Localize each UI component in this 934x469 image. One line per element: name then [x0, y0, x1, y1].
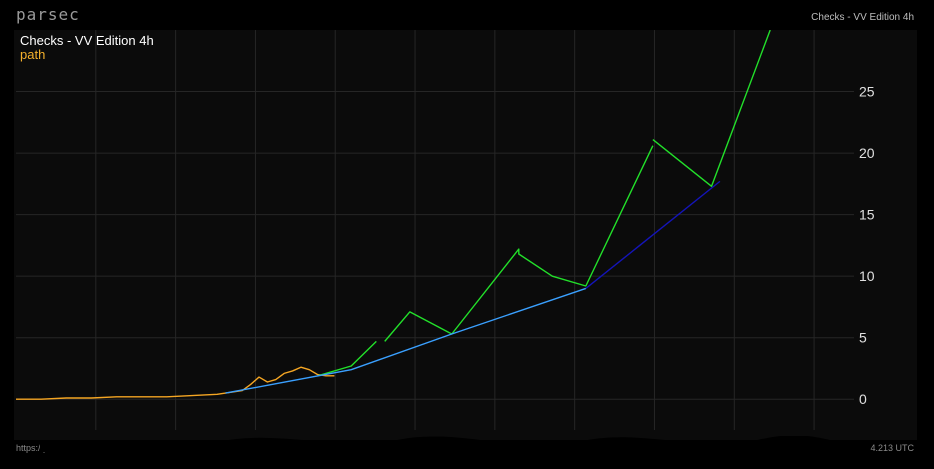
- series-line-2: [384, 145, 654, 342]
- y-tick-label: 0: [859, 391, 867, 407]
- chart-svg[interactable]: 0 5 10 15 20 25: [14, 30, 917, 440]
- legend-series-path: path: [20, 47, 46, 62]
- series-line-1: [317, 340, 377, 377]
- footer-timestamp: 4.213 UTC: [870, 443, 914, 453]
- y-tick-label: 25: [859, 84, 875, 100]
- y-tick-label: 15: [859, 207, 875, 223]
- y-tick-label: 5: [859, 330, 867, 346]
- series-line-3: [652, 30, 771, 188]
- legend-title: Checks - VV Edition 4h: [20, 33, 154, 48]
- y-tick-label: 10: [859, 268, 875, 284]
- footer-url[interactable]: https://pa: [16, 443, 54, 453]
- brand-logo: parsec: [16, 5, 80, 24]
- series-line-4: [225, 287, 587, 394]
- redaction-scribble: [40, 436, 870, 461]
- legend: Checks - VV Edition 4h path: [20, 34, 154, 62]
- series-line-5: [585, 180, 721, 290]
- y-tick-label: 20: [859, 145, 875, 161]
- plot-background: [14, 30, 917, 440]
- chart-title-top: Checks - VV Edition 4h: [811, 12, 914, 23]
- chart-panel[interactable]: 0 5 10 15 20 25: [14, 30, 917, 440]
